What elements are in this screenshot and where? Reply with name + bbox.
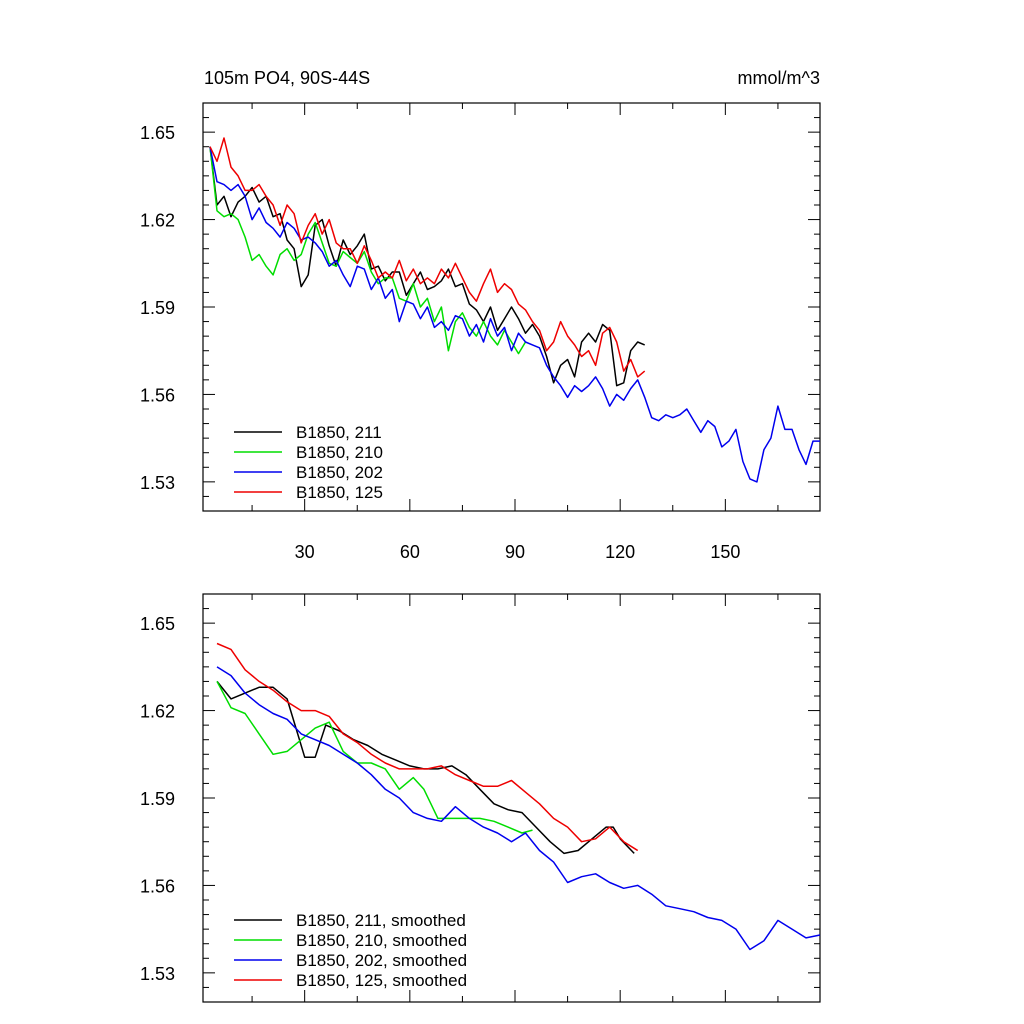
y-tick-label: 1.59 [140, 789, 175, 809]
y-tick-label: 1.56 [140, 876, 175, 896]
series-line-0 [209, 146, 645, 387]
legend-label: B1850, 202, smoothed [296, 951, 467, 970]
top-panel-title: 105m PO4, 90S-44S [204, 68, 370, 88]
legend-label: B1850, 202 [296, 463, 383, 482]
top-panel: 105m PO4, 90S-44S mmol/m^3 1.531.561.591… [140, 68, 821, 562]
top-series-group [209, 137, 820, 483]
x-tick-label: 120 [605, 542, 635, 562]
bottom-panel: 1.53 1.56 1.59 1.62 1.65 B1850, 211, smoothe… [140, 593, 821, 1003]
series-line-3 [216, 642, 639, 852]
series-line-3 [209, 137, 646, 378]
y-tick-label: 1.65 [140, 123, 175, 143]
top-panel-units: mmol/m^3 [738, 68, 820, 88]
series-line-1 [216, 681, 533, 834]
x-tick-label: 150 [710, 542, 740, 562]
series-line-0 [216, 680, 635, 855]
bottom-axis-ticks: 1.53 1.56 1.59 1.62 1.65 [140, 593, 820, 1003]
x-tick-label: 90 [505, 542, 525, 562]
y-tick-label: 1.53 [140, 964, 175, 984]
series-line-2 [209, 146, 820, 483]
y-tick-label: 1.56 [140, 385, 175, 405]
bottom-series-group [216, 642, 821, 951]
y-tick-label: 1.62 [140, 702, 175, 722]
y-tick-label: 1.59 [140, 298, 175, 318]
x-tick-label: 60 [400, 542, 420, 562]
legend-label: B1850, 210 [296, 443, 383, 462]
top-axis-ticks: 1.53 1.56 1.59 1.62 1.65 30 60 90 120 150 [140, 102, 820, 562]
legend-label: B1850, 210, smoothed [296, 931, 467, 950]
legend-label: B1850, 211, smoothed [296, 911, 466, 930]
x-tick-label: 30 [295, 542, 315, 562]
legend-label: B1850, 125 [296, 483, 383, 502]
legend-label: B1850, 125, smoothed [296, 971, 467, 990]
y-tick-label: 1.53 [140, 473, 175, 493]
y-tick-label: 1.65 [140, 614, 175, 634]
y-tick-label: 1.62 [140, 211, 175, 231]
legend-label: B1850, 211 [296, 423, 382, 442]
series-line-2 [216, 666, 821, 951]
